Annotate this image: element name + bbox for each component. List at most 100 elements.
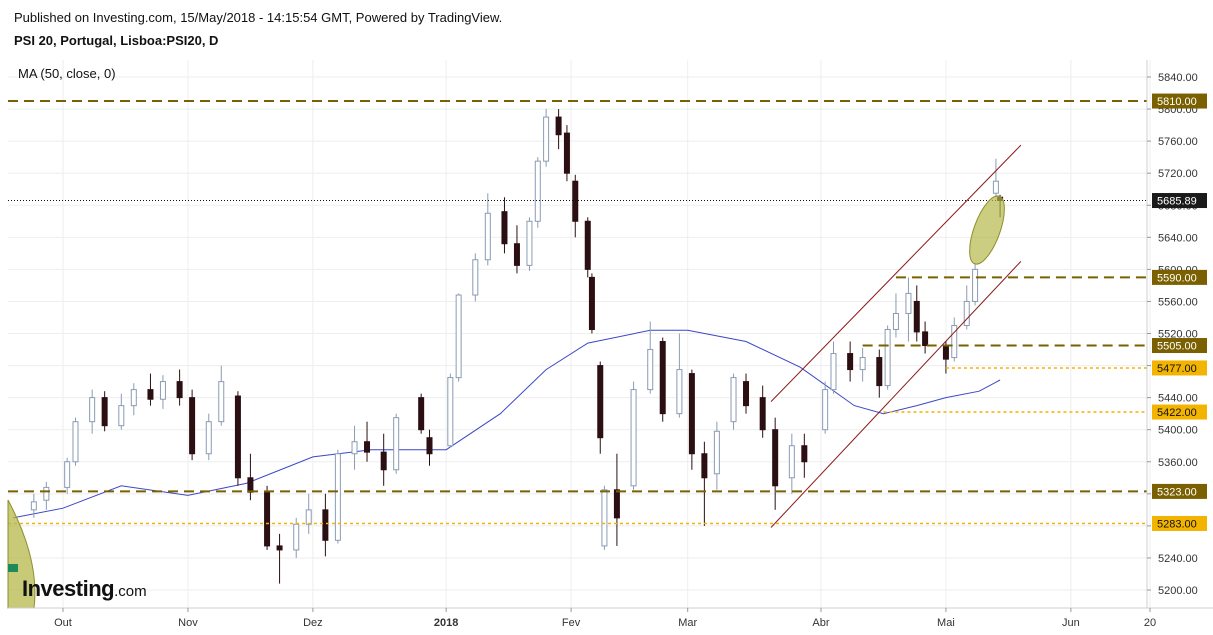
- logo-suffix: .com: [114, 583, 147, 600]
- candle-body: [218, 381, 225, 423]
- candle: [293, 517, 300, 558]
- candle-body: [688, 373, 695, 455]
- horizontal-levels[interactable]: [8, 100, 1147, 525]
- y-tick-label: 5400.00: [1158, 425, 1198, 437]
- y-tick-label: 5200.00: [1158, 585, 1198, 597]
- level-tag-label: 5283.00: [1157, 518, 1197, 530]
- candle: [913, 285, 920, 342]
- level-tag: [1152, 93, 1207, 109]
- candle-body: [189, 397, 196, 455]
- candle-body: [922, 331, 929, 347]
- x-tick-label: Fev: [562, 617, 581, 629]
- candle-body: [992, 180, 999, 194]
- candle-body: [588, 276, 595, 330]
- candle: [788, 433, 795, 494]
- candle-body: [572, 180, 579, 222]
- candle: [659, 337, 666, 422]
- investing-logo: Investing.com: [22, 576, 147, 602]
- y-tick-label: 5560.00: [1158, 296, 1198, 308]
- candle-body: [963, 300, 970, 326]
- candle-body: [951, 324, 958, 359]
- candle: [963, 285, 970, 330]
- annotations: [7, 195, 1005, 609]
- candle: [905, 277, 912, 342]
- candle: [130, 383, 137, 416]
- candle-body: [972, 268, 979, 302]
- y-tick-label: 5360.00: [1158, 457, 1198, 469]
- candle: [322, 493, 329, 557]
- candle-body: [364, 441, 371, 453]
- x-tick-label: Mai: [937, 617, 955, 629]
- candle: [597, 361, 604, 454]
- candle: [472, 253, 479, 302]
- channel-upper-line: [770, 144, 1022, 402]
- candle-body: [176, 381, 183, 399]
- candle: [701, 441, 708, 526]
- candle: [588, 273, 595, 334]
- candle-body: [942, 345, 949, 360]
- candle-body: [526, 220, 533, 266]
- candle-body: [101, 397, 108, 427]
- x-tick-label: Mar: [678, 617, 697, 629]
- candle-body: [876, 357, 883, 387]
- candle-body: [647, 349, 654, 391]
- candle: [526, 217, 533, 271]
- candle-body: [859, 357, 866, 371]
- level-tag: [1152, 269, 1207, 285]
- trend-channel[interactable]: [770, 144, 1022, 528]
- candle: [972, 262, 979, 306]
- candle: [501, 197, 508, 254]
- candle-body: [30, 501, 37, 511]
- candle: [892, 293, 899, 338]
- y-tick-label: 5720.00: [1158, 168, 1198, 180]
- y-tick-label: 5440.00: [1158, 393, 1198, 405]
- candle-body: [501, 211, 508, 245]
- candle: [713, 421, 720, 490]
- candle-body: [905, 292, 912, 314]
- candle: [743, 373, 750, 414]
- candle: [276, 533, 283, 584]
- candle: [89, 389, 96, 434]
- candle: [380, 433, 387, 486]
- candlestick-series: [30, 109, 1004, 584]
- candle-body: [72, 421, 79, 463]
- candle-body: [247, 477, 254, 493]
- candle: [176, 369, 183, 406]
- candle: [876, 349, 883, 398]
- candle-body: [563, 132, 570, 174]
- level-tag: [1152, 360, 1207, 376]
- candle-body: [472, 259, 479, 296]
- candle: [922, 321, 929, 354]
- candle: [447, 373, 454, 448]
- candle: [218, 365, 225, 426]
- x-tick-label: Out: [54, 617, 72, 629]
- candle: [393, 413, 400, 474]
- price-tags: 5810.00 5590.00 5505.00 5477.00 5422.00 5323.…: [1152, 93, 1207, 531]
- candle: [543, 109, 550, 167]
- candle: [613, 453, 620, 546]
- candle-body: [543, 116, 550, 162]
- candle-body: [743, 381, 750, 407]
- candle-body: [130, 389, 137, 407]
- candle-body: [205, 421, 212, 455]
- y-tick-label: 5520.00: [1158, 329, 1198, 341]
- candle: [101, 391, 108, 432]
- candle: [72, 417, 79, 466]
- x-tick-label: Jun: [1062, 617, 1080, 629]
- candle-body: [234, 395, 241, 479]
- candle: [455, 293, 462, 382]
- channel-lower-line: [770, 261, 1022, 528]
- level-tag-label: 5477.00: [1157, 363, 1197, 375]
- candle: [118, 393, 125, 430]
- level-tag: [1152, 483, 1207, 499]
- logo-text: Investing: [22, 576, 115, 601]
- candle: [555, 109, 562, 150]
- candle: [572, 174, 579, 238]
- candle-body: [884, 328, 891, 387]
- candle-body: [788, 445, 795, 479]
- candle: [234, 391, 241, 486]
- candle-body: [659, 341, 666, 415]
- level-tag-label: 5422.00: [1157, 407, 1197, 419]
- candle-body: [801, 445, 808, 463]
